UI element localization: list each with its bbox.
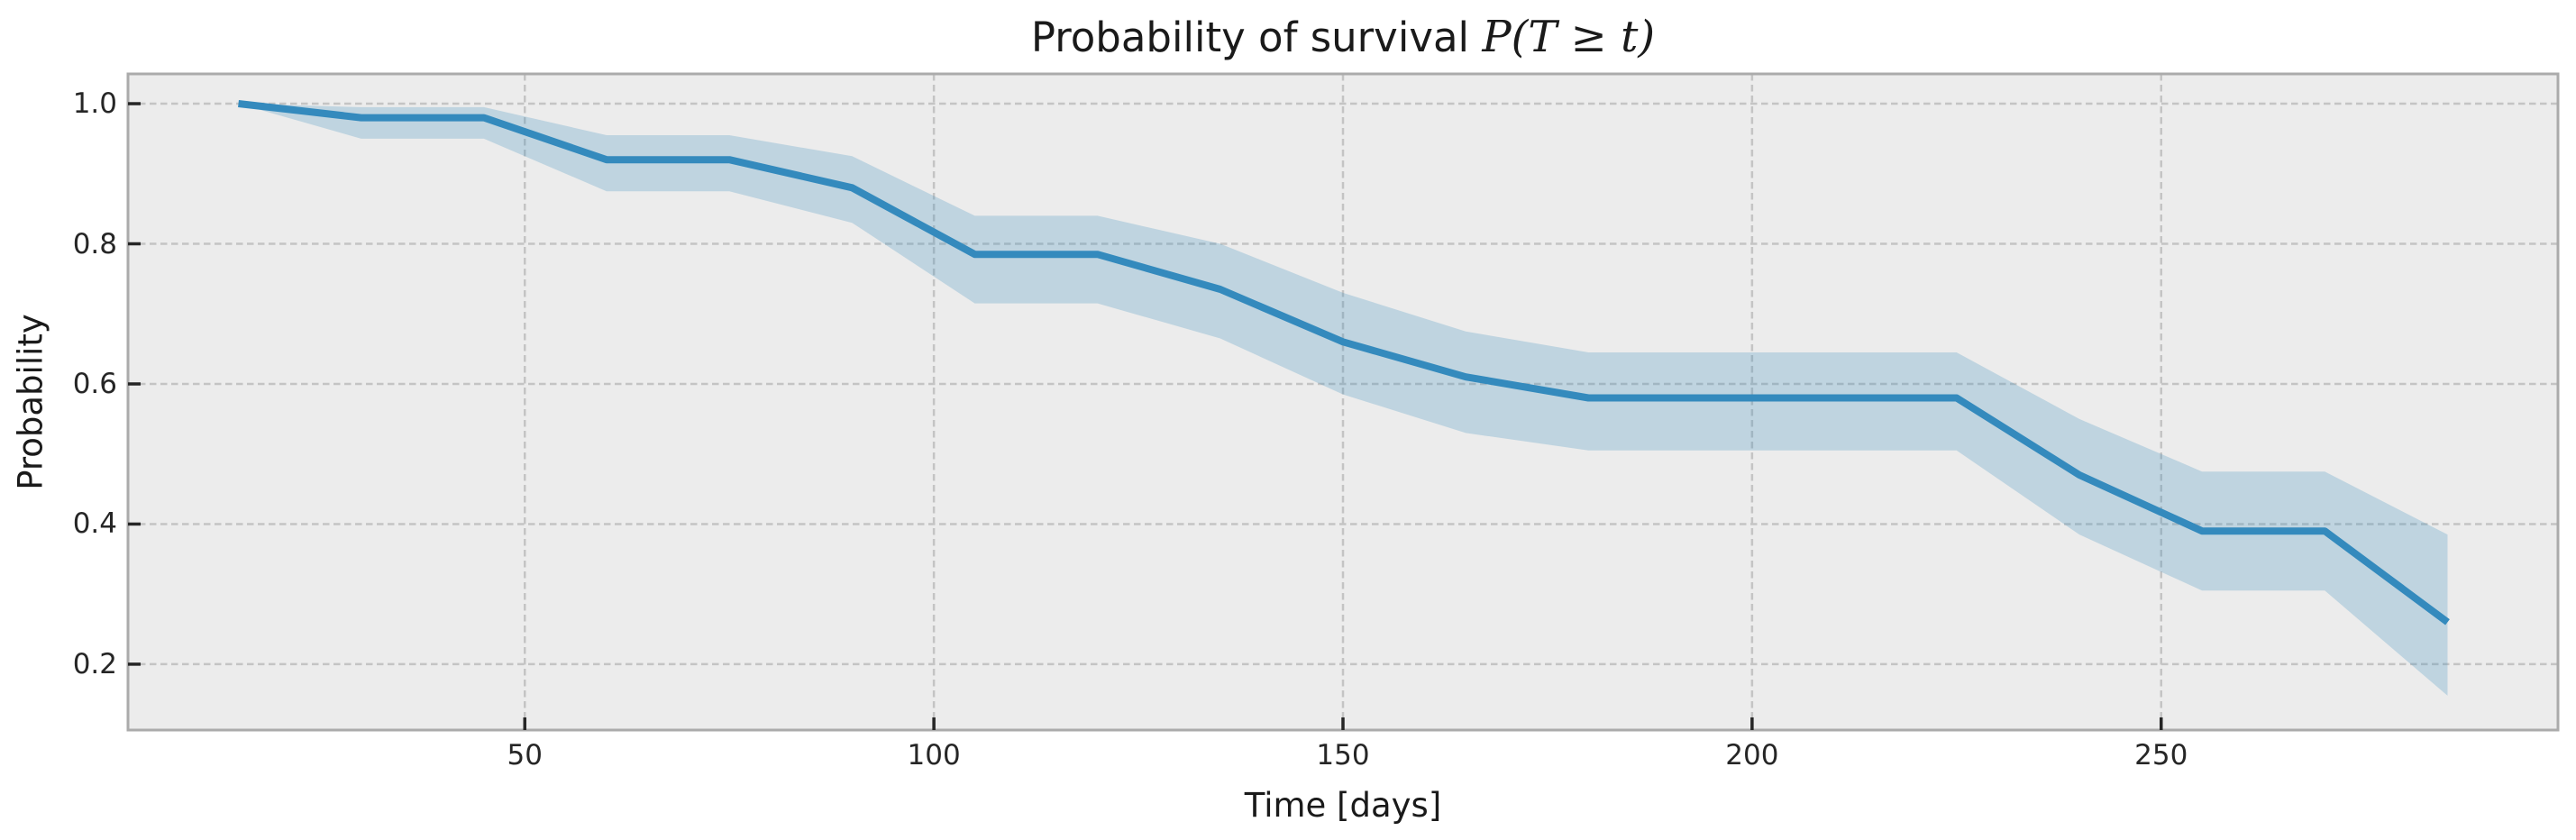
y-axis-label: Probability	[11, 314, 50, 490]
y-tick-label: 0.6	[72, 367, 117, 400]
survival-line-path	[238, 100, 2450, 625]
x-tick-label: 100	[907, 739, 961, 772]
chart-title-math: P(T ≥ t)	[1482, 12, 1656, 62]
gridlines	[128, 74, 2558, 730]
x-tick-label: 150	[1316, 739, 1370, 772]
x-axis-label: Time [days]	[1244, 786, 1442, 825]
axis-ticks	[128, 102, 2163, 730]
chart-title-text: Probability of survival	[1030, 14, 1483, 61]
confidence-band-polygon	[238, 104, 2448, 696]
survival-line	[238, 100, 2450, 625]
y-tick-label: 0.8	[72, 227, 117, 260]
x-tick-label: 50	[507, 739, 543, 772]
x-tick-label: 200	[1725, 739, 1779, 772]
chart-title: Probability of survival P(T ≥ t)	[128, 7, 2558, 68]
y-tick-label: 1.0	[72, 87, 117, 121]
y-tick-label: 0.2	[72, 647, 117, 680]
x-tick-label: 250	[2134, 739, 2188, 772]
y-tick-label: 0.4	[72, 507, 117, 541]
confidence-band	[238, 104, 2448, 696]
